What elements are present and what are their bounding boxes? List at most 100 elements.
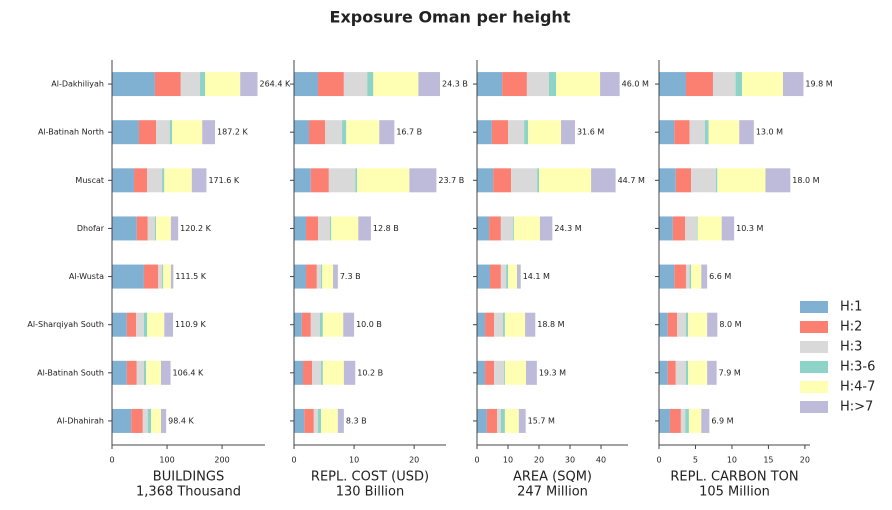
bar-segment: H:4-7 [331,216,359,241]
bar-segment: H:2 [136,216,148,241]
bar-segment: H:1 [477,312,486,337]
bar-segment: H:1 [477,264,491,289]
bar-segment: H:4-7 [322,312,344,337]
value-label: 106.4 K [173,368,204,377]
bar-segment: H:1 [659,72,686,97]
bar-segment: H:>7 [202,120,216,145]
bar-segment: H:1 [294,360,304,385]
chart-title: Exposure Oman per height [330,8,571,27]
value-label: 24.3 M [554,224,581,233]
bar-segment: H:>7 [707,312,718,337]
bar-segment: H:>7 [164,312,174,337]
value-label: 110.9 K [175,320,206,329]
value-label: 16.7 B [396,128,422,137]
bar-segment: H:3 [680,408,686,433]
bar-segment: H:4-7 [513,216,540,241]
bar-segment: H:3 [147,168,163,193]
bar-segment: H:3-6 [503,360,505,385]
bar-segment: H:4-7 [504,312,526,337]
bar-segment: H:4-7 [688,360,708,385]
bar-segment: H:1 [294,264,307,289]
bar-segment: H:1 [659,168,676,193]
bar-segment: H:3 [526,72,549,97]
bar-segment: H:>7 [191,168,207,193]
bar-segment: H:3-6 [689,264,692,289]
bar-segment: H:>7 [240,72,258,97]
bar-segment: H:1 [112,408,132,433]
bar-segment: H:4-7 [205,72,241,97]
bar-segment: H:>7 [739,120,754,145]
bar-segment: H:3-6 [735,72,743,97]
bar-segment: H:4-7 [688,312,708,337]
bar-segment: H:3 [689,120,705,145]
bar-segment: H:4-7 [697,216,722,241]
bar-segment: H:1 [112,168,135,193]
bar-segment: H:1 [294,216,307,241]
bar-segment: H:4-7 [688,408,702,433]
bar-segment: H:2 [304,408,314,433]
bar-segment: H:4-7 [528,120,562,145]
bar-segment: H:2 [306,216,319,241]
legend-swatch [800,341,828,353]
value-label: 7.9 M [719,368,741,377]
bar-segment: H:1 [477,120,492,145]
bar-segment: H:2 [310,168,329,193]
bar-segment: H:>7 [701,408,710,433]
value-label: 187.2 K [217,128,248,137]
bar-segment: H:2 [303,360,313,385]
value-label: 15.7 M [528,416,555,425]
bar-segment: H:>7 [160,360,171,385]
legend-label: H:2 [840,320,862,335]
value-label: 10.2 B [357,368,383,377]
bar-segment: H:3-6 [321,360,323,385]
bar-segment: H:4-7 [171,120,203,145]
x-tick-label: 0 [474,456,479,465]
bar-segment: H:2 [672,216,686,241]
legend-label: H:4-7 [840,380,875,395]
x-tick-label: 0 [656,456,661,465]
bar-segment: H:3 [313,408,319,433]
value-label: 18.0 M [792,176,819,185]
value-label: 31.6 M [577,128,604,137]
bar-segment: H:3 [325,120,343,145]
bar-segment: H:>7 [765,168,791,193]
bar-segment: H:2 [685,72,713,97]
bar-segment: H:3-6 [685,360,689,385]
bar-segment: H:1 [659,120,675,145]
bar-segment: H:4-7 [151,408,161,433]
value-label: 171.6 K [208,176,239,185]
bar-segment: H:3 [156,120,170,145]
value-label: 13.0 M [756,128,783,137]
bar-segment: H:1 [659,312,668,337]
bar-segment: H:2 [138,120,157,145]
value-label: 23.7 B [438,176,464,185]
bar-segment: H:4-7 [164,168,192,193]
value-label: 7.3 B [340,272,361,281]
bar-segment: H:3-6 [319,312,323,337]
bar-segment: H:2 [674,264,686,289]
bar-segment: H:2 [143,264,159,289]
bar-segment: H:3-6 [342,120,347,145]
bar-segment: H:>7 [170,264,174,289]
bar-segment: H:4-7 [504,408,519,433]
x-tick-label: 20 [800,456,810,465]
bar-segment: H:3 [494,360,504,385]
bar-segment: H:3-6 [162,168,165,193]
bar-segment: H:3 [685,264,690,289]
bar-segment: H:3 [328,168,356,193]
bar-segment: H:3-6 [330,216,332,241]
bar-segment: H:3 [691,168,716,193]
bar-segment: H:3-6 [154,216,157,241]
bar-segment: H:2 [674,120,690,145]
bar-segment: H:4-7 [708,120,740,145]
y-tick-label: Al-Batinah North [38,128,104,137]
bar-segment: H:4-7 [539,168,592,193]
bar-segment: H:2 [131,408,143,433]
bar-segment: H:4-7 [556,72,601,97]
bar-segment: H:>7 [539,216,553,241]
bar-segment: H:3-6 [548,72,557,97]
value-label: 14.1 M [523,272,550,281]
value-label: 12.8 B [373,224,399,233]
bar-segment: H:3 [675,360,686,385]
bar-segment: H:3 [136,360,144,385]
